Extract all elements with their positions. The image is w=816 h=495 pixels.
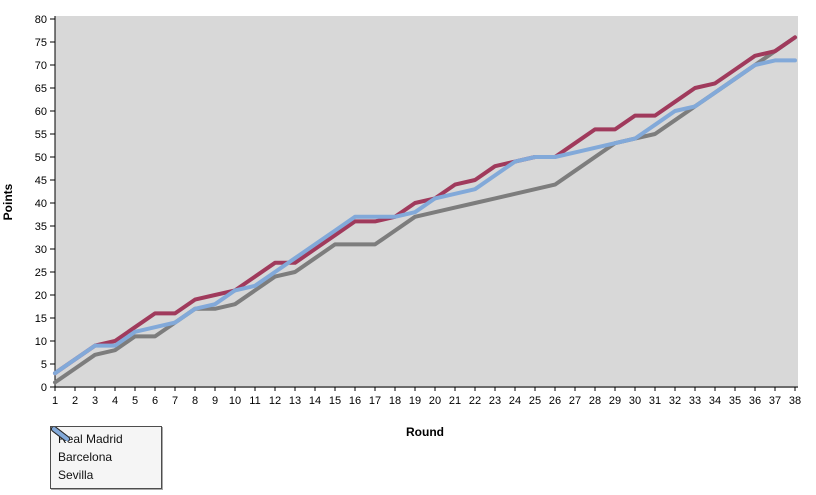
y-tick-label: 65 — [35, 83, 47, 95]
x-tick-label: 11 — [249, 395, 260, 407]
x-tick-label: 25 — [529, 395, 541, 407]
x-tick-label: 37 — [769, 395, 781, 407]
legend-item-sevilla: Sevilla — [51, 427, 156, 484]
y-tick-label: 75 — [35, 37, 47, 49]
x-tick-label: 3 — [92, 395, 98, 407]
y-tick-label: 30 — [35, 244, 47, 256]
x-tick-label: 1 — [52, 395, 58, 407]
x-tick-label: 34 — [709, 395, 721, 407]
x-tick-label: 24 — [509, 395, 521, 407]
y-tick-label: 0 — [41, 382, 47, 394]
x-tick-label: 17 — [369, 395, 381, 407]
y-tick-label: 10 — [35, 336, 47, 348]
x-tick-label: 13 — [289, 395, 301, 407]
y-tick-label: 15 — [35, 313, 47, 325]
y-tick-label: 35 — [35, 221, 47, 233]
y-tick-label: 25 — [35, 267, 47, 279]
x-tick-label: 5 — [132, 395, 138, 407]
y-tick-label: 40 — [35, 198, 47, 210]
x-tick-label: 16 — [349, 395, 361, 407]
x-tick-label: 28 — [589, 395, 601, 407]
legend-line-swatch-icon — [51, 427, 70, 441]
x-tick-label: 35 — [729, 395, 741, 407]
x-tick-label: 29 — [609, 395, 621, 407]
x-tick-label: 8 — [192, 395, 198, 407]
x-tick-label: 30 — [629, 395, 641, 407]
x-tick-label: 33 — [689, 395, 701, 407]
x-tick-label: 2 — [72, 395, 78, 407]
x-tick-label: 20 — [429, 395, 441, 407]
x-tick-label: 27 — [569, 395, 581, 407]
legend-label: Real Madrid — [58, 432, 123, 446]
series-line-barcelona — [53, 35, 797, 376]
x-axis-title: Round — [406, 425, 444, 439]
x-tick-label: 18 — [389, 395, 401, 407]
y-tick-label: 5 — [41, 359, 47, 371]
x-tick-label: 15 — [329, 395, 341, 407]
x-tick-label: 26 — [549, 395, 561, 407]
y-tick-label: 55 — [35, 129, 47, 141]
x-tick-label: 36 — [749, 395, 761, 407]
y-tick-label: 70 — [35, 60, 47, 72]
y-tick-label: 20 — [35, 290, 47, 302]
x-tick-label: 23 — [489, 395, 501, 407]
x-tick-label: 9 — [212, 395, 218, 407]
x-tick-label: 38 — [789, 395, 801, 407]
x-tick-label: 10 — [229, 395, 241, 407]
x-tick-label: 32 — [669, 395, 681, 407]
legend-label: Barcelona — [58, 450, 113, 464]
legend-item-barcelona: Barcelona — [51, 427, 156, 466]
y-axis-title: Points — [1, 183, 15, 221]
legend: Real Madrid Barcelona Sevilla — [50, 426, 162, 489]
x-tick-label: 7 — [172, 395, 178, 407]
x-tick-label: 12 — [269, 395, 281, 407]
x-tick-label: 4 — [112, 395, 118, 407]
y-tick-label: 80 — [35, 14, 47, 26]
x-tick-label: 14 — [309, 395, 321, 407]
series-line-sevilla — [53, 58, 797, 376]
x-tick-label: 21 — [449, 395, 461, 407]
y-tick-label: 60 — [35, 106, 47, 118]
y-tick-label: 45 — [35, 175, 47, 187]
x-tick-label: 19 — [409, 395, 421, 407]
x-tick-label: 22 — [469, 395, 481, 407]
y-tick-label: 50 — [35, 152, 47, 164]
legend-label: Sevilla — [58, 468, 94, 482]
x-tick-label: 6 — [152, 395, 158, 407]
x-tick-label: 31 — [649, 395, 661, 407]
